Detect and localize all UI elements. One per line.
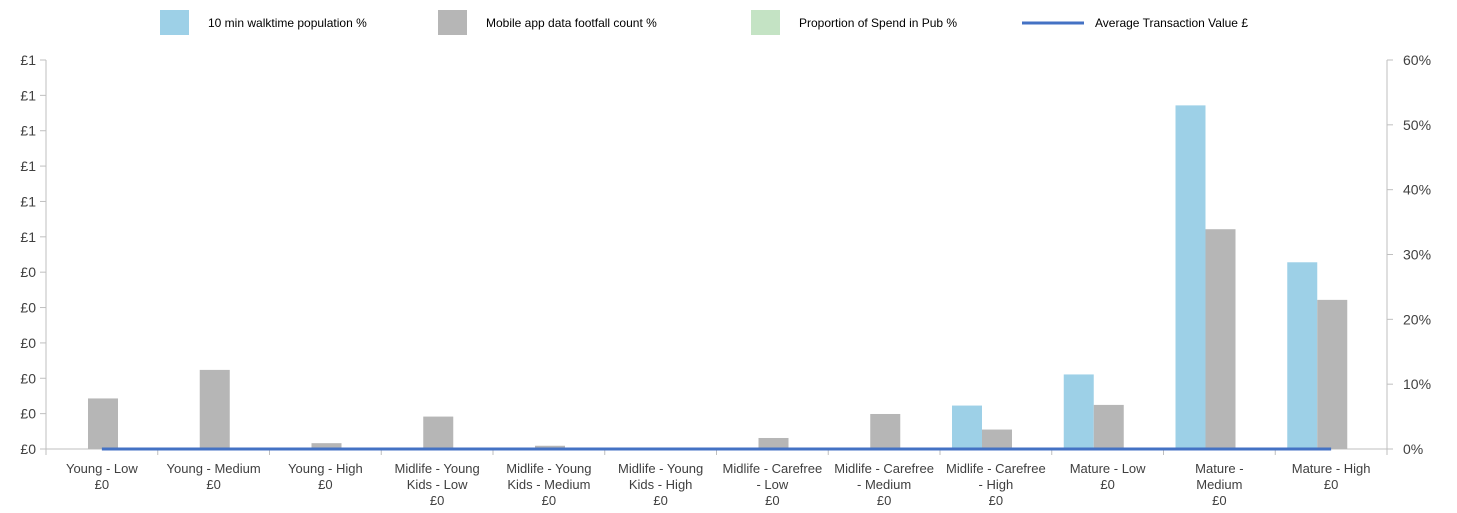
category-label-line: - Medium <box>857 477 911 492</box>
bar <box>1205 229 1236 449</box>
bar <box>952 405 982 449</box>
left-tick-label: £0 <box>20 406 36 422</box>
left-tick-label: £0 <box>20 335 36 351</box>
legend-label: Proportion of Spend in Pub % <box>799 16 957 30</box>
category-label-line: £0 <box>318 477 332 492</box>
bar <box>1063 374 1094 449</box>
right-tick-label: 0% <box>1403 441 1423 457</box>
category-label: Young - High £0 <box>288 461 363 492</box>
legend-label: Mobile app data footfall count % <box>486 16 657 30</box>
right-tick-label: 60% <box>1403 52 1431 68</box>
category-label-line: £0 <box>653 493 667 508</box>
bar <box>88 398 118 449</box>
bars <box>88 105 1348 449</box>
bar <box>758 437 789 449</box>
left-tick-label: £0 <box>20 441 36 457</box>
legend: 10 min walktime population % Mobile app d… <box>160 10 1248 35</box>
category-label-line: Kids - Medium <box>507 477 590 492</box>
category-label-line: Mature - High <box>1292 461 1371 476</box>
category-label: Midlife - Carefree - High £0 <box>946 461 1046 508</box>
category-label: Mature - High £0 <box>1292 461 1371 492</box>
left-tick-label: £0 <box>20 370 36 386</box>
legend-label: Average Transaction Value £ <box>1095 16 1248 30</box>
category-label: Young - Low £0 <box>66 461 138 492</box>
category-label-line: Midlife - Carefree <box>723 461 823 476</box>
category-label-line: - High <box>979 477 1014 492</box>
left-tick-label: £1 <box>20 229 36 245</box>
category-label-line: £0 <box>877 493 891 508</box>
bar <box>1093 404 1124 449</box>
bar <box>535 445 565 449</box>
legend-swatch <box>751 10 780 35</box>
left-tick-label: £1 <box>20 158 36 174</box>
right-tick-label: 50% <box>1403 117 1431 133</box>
right-tick-label: 40% <box>1403 182 1431 198</box>
left-tick-label: £1 <box>20 52 36 68</box>
category-label-line: Kids - High <box>629 477 693 492</box>
category-label: Midlife - Carefree - Low £0 <box>723 461 823 508</box>
category-label-line: Medium <box>1196 477 1242 492</box>
bar <box>1317 299 1348 449</box>
bar <box>1175 105 1206 449</box>
legend-swatch <box>438 10 467 35</box>
bar <box>870 413 901 449</box>
category-label-line: £0 <box>1324 477 1338 492</box>
category-label: Mature - Low £0 <box>1070 461 1146 492</box>
category-label-line: £0 <box>95 477 109 492</box>
category-label: Midlife - Carefree - Medium £0 <box>834 461 934 508</box>
category-label-line: Midlife - Young <box>506 461 591 476</box>
category-label-line: Young - Low <box>66 461 138 476</box>
category-label-line: Mature - <box>1195 461 1243 476</box>
left-tick-label: £1 <box>20 193 36 209</box>
category-label-line: Young - High <box>288 461 363 476</box>
category-label: Midlife - Young Kids - Low £0 <box>394 461 479 508</box>
legend-label: 10 min walktime population % <box>208 16 367 30</box>
category-label: Young - Medium £0 <box>167 461 261 492</box>
left-tick-label: £1 <box>20 87 36 103</box>
right-axis: 0% 10% 20% 30% 40% 50% 60% <box>1386 52 1431 457</box>
category-label-line: Midlife - Carefree <box>834 461 934 476</box>
legend-swatch <box>160 10 189 35</box>
bar <box>423 416 454 449</box>
category-label-line: £0 <box>206 477 220 492</box>
category-label-line: Midlife - Young <box>394 461 479 476</box>
category-label-line: £0 <box>1100 477 1114 492</box>
category-label-line: £0 <box>430 493 444 508</box>
category-label-line: Midlife - Carefree <box>946 461 1046 476</box>
left-axis: £0 £0 £0 £0 £0 £0 £1 £1 £1 £1 £1 £1 <box>20 52 47 457</box>
bar <box>311 443 342 449</box>
bar <box>199 369 230 449</box>
bar <box>1287 262 1318 449</box>
right-tick-label: 20% <box>1403 311 1431 327</box>
category-label: Midlife - Young Kids - High £0 <box>618 461 703 508</box>
left-tick-label: £0 <box>20 300 36 316</box>
category-label: Midlife - Young Kids - Medium £0 <box>506 461 591 508</box>
category-label-line: Kids - Low <box>407 477 468 492</box>
right-tick-label: 10% <box>1403 376 1431 392</box>
category-label-line: £0 <box>765 493 779 508</box>
right-tick-label: 30% <box>1403 247 1431 263</box>
left-tick-label: £0 <box>20 264 36 280</box>
category-label-line: £0 <box>542 493 556 508</box>
bar <box>982 429 1012 449</box>
category-label-line: £0 <box>1212 493 1226 508</box>
category-label-line: Mature - Low <box>1070 461 1146 476</box>
category-label: Mature -Medium £0 <box>1195 461 1243 508</box>
category-label-line: Midlife - Young <box>618 461 703 476</box>
category-label-line: Young - Medium <box>167 461 261 476</box>
left-tick-label: £1 <box>20 123 36 139</box>
category-label-line: £0 <box>989 493 1003 508</box>
category-label-line: - Low <box>756 477 788 492</box>
